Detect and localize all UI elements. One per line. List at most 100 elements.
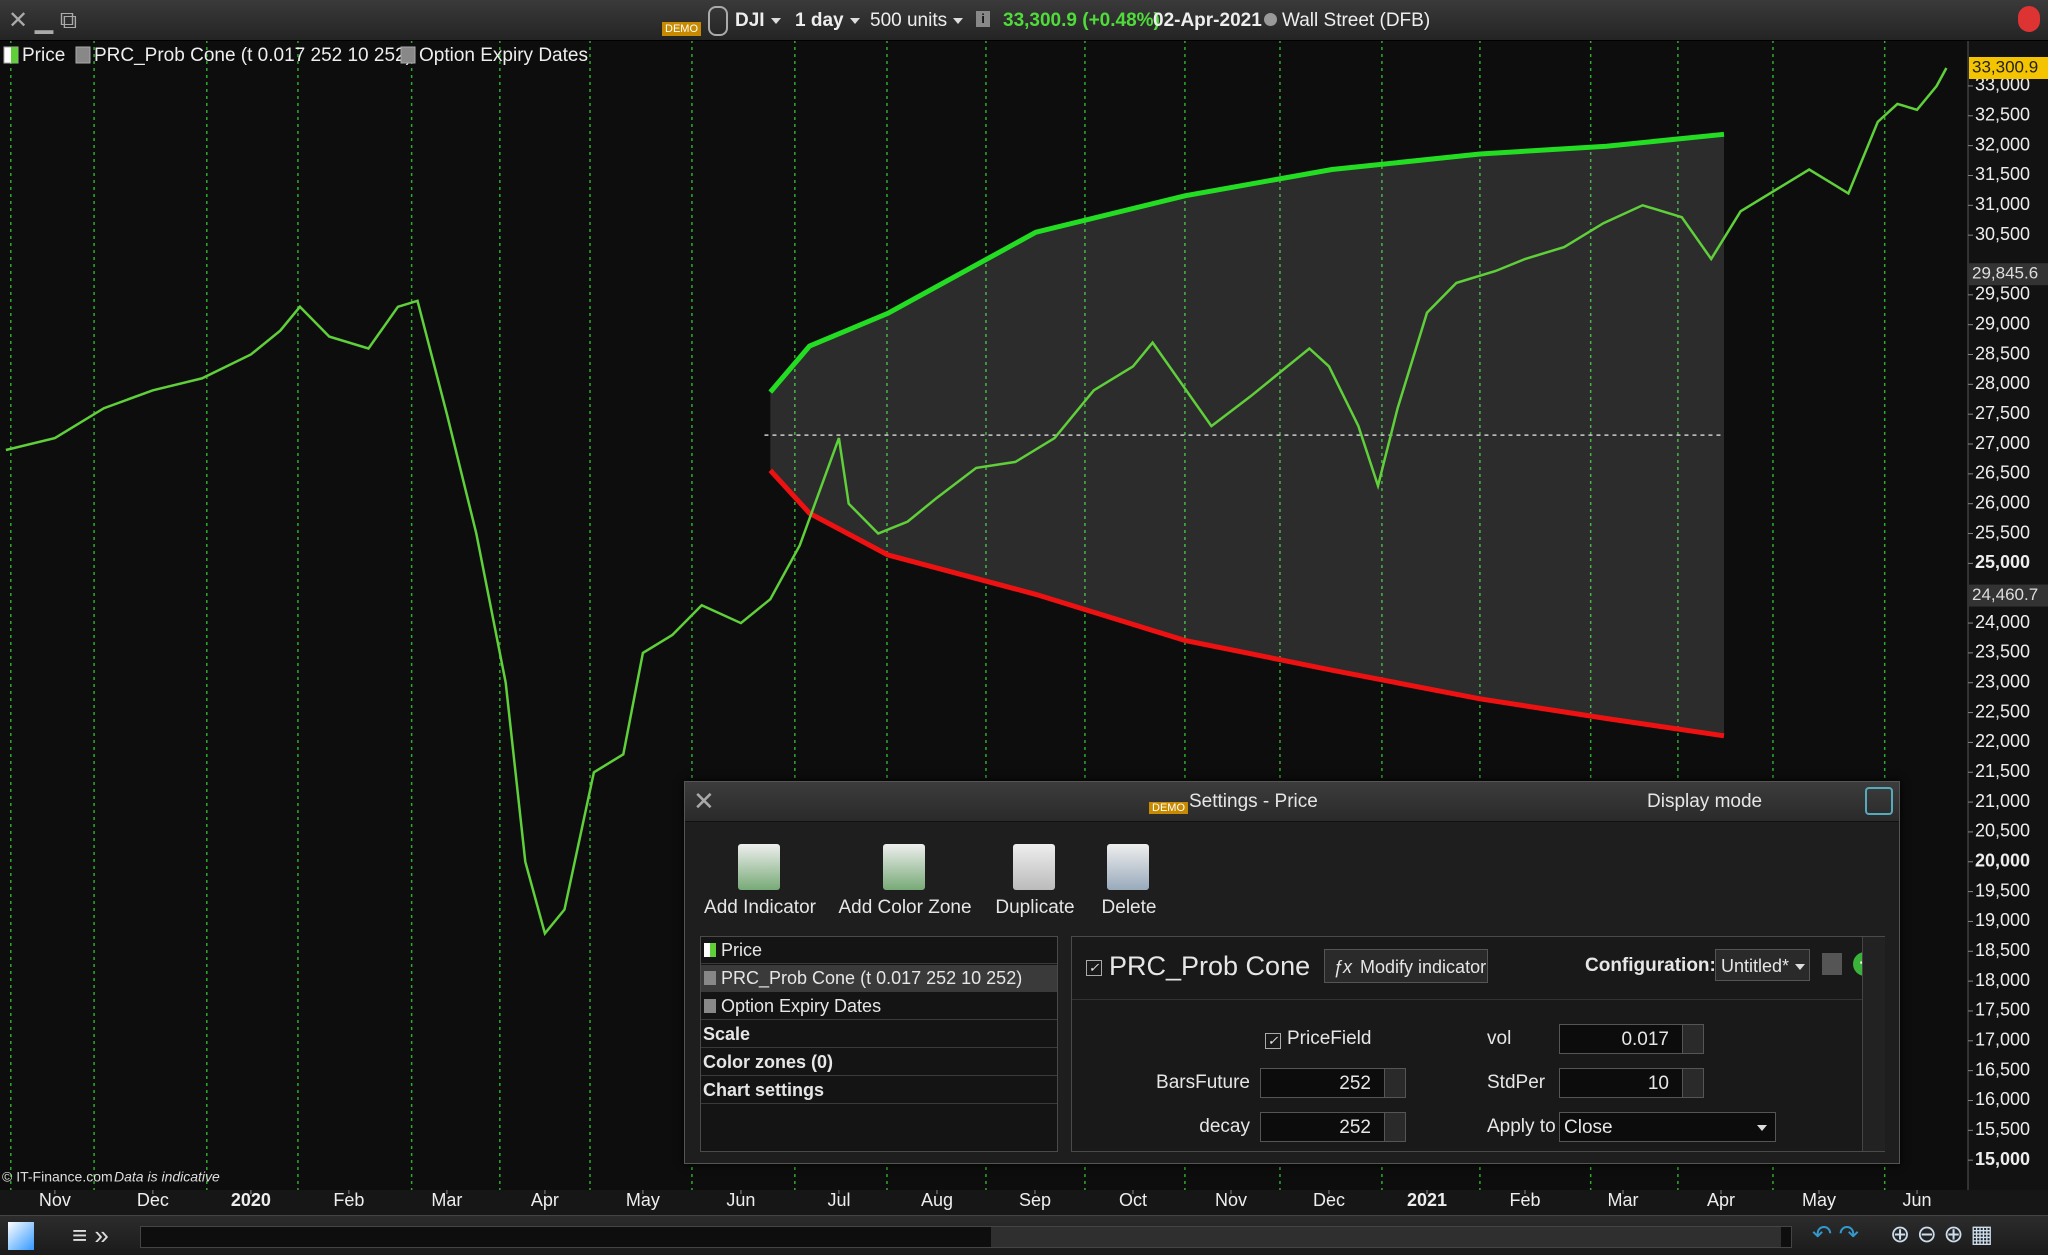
y-tick-label: 17,500 bbox=[1975, 1000, 2030, 1020]
price-axis-bg bbox=[1968, 40, 2048, 1215]
y-tick-label: 28,500 bbox=[1975, 343, 2030, 363]
button-label[interactable]: Delete bbox=[1101, 897, 1157, 918]
applyto-label: Apply to bbox=[1487, 1116, 1556, 1137]
x-tick-label: Feb bbox=[333, 1190, 364, 1210]
x-tick-label: May bbox=[626, 1190, 660, 1210]
barsfuture: 252 bbox=[1339, 1073, 1371, 1094]
period-text: 1 day bbox=[795, 10, 844, 31]
configuration-select[interactable]: Untitled* bbox=[1715, 949, 1810, 981]
y-tick-label: 28,000 bbox=[1975, 373, 2030, 393]
list-text: PRC_Prob Cone (t 0.017 252 10 252) bbox=[721, 968, 1023, 988]
x-tick-label: Jul bbox=[827, 1190, 850, 1210]
draw-tool[interactable] bbox=[8, 1222, 34, 1250]
x-tick-label: Dec bbox=[137, 1190, 169, 1210]
enabled-check[interactable]: ✓ bbox=[1086, 955, 1108, 977]
y-tick-label: 33,000 bbox=[1975, 75, 2030, 95]
legend-swatch bbox=[11, 47, 18, 63]
cone-upper bbox=[768, 131, 1725, 394]
demo-badge: DEMO bbox=[662, 22, 701, 36]
alert-icon[interactable] bbox=[2018, 6, 2040, 32]
dialog-close[interactable]: ✕ bbox=[693, 786, 715, 816]
link-icon[interactable] bbox=[708, 6, 728, 36]
undo-redo[interactable]: ↶ ↷ bbox=[1812, 1221, 1859, 1248]
y-tick-label: 31,000 bbox=[1975, 194, 2030, 214]
y-tick-label: 29,500 bbox=[1975, 284, 2030, 304]
price-tag bbox=[1969, 263, 2048, 286]
stdper-input[interactable]: 10 bbox=[1559, 1068, 1704, 1098]
button-icon[interactable] bbox=[883, 844, 925, 890]
decay-input[interactable]: 252 bbox=[1260, 1112, 1406, 1142]
button-icon[interactable] bbox=[1107, 844, 1149, 890]
list-text: Color zones (0) bbox=[703, 1052, 834, 1072]
barsfuture-input[interactable]: 252 bbox=[1260, 1068, 1406, 1098]
item-list: Price PRC_Prob Cone (t 0.017 252 10 252) O… bbox=[700, 936, 1058, 1152]
price-tag bbox=[1969, 584, 2048, 607]
change: (+0.48%) bbox=[1082, 10, 1160, 31]
button-label[interactable]: Add Color Zone bbox=[838, 897, 972, 918]
dialog-title: Settings - Price bbox=[1189, 791, 1318, 812]
bottom-bar: ≡ » ↶ ↷ ⊕ ⊖ ⊕ ▦ bbox=[0, 1215, 2048, 1255]
x-tick-label: Nov bbox=[1215, 1190, 1247, 1210]
legend-label[interactable]: PRC_Prob Cone (t 0.017 252 10 252) bbox=[94, 45, 412, 66]
indicator-name: PRC_Prob Cone bbox=[1109, 951, 1311, 981]
price-tag-label: 33,300.9 bbox=[1972, 57, 2038, 76]
list-row[interactable]: Scale bbox=[701, 1021, 1057, 1048]
list-row[interactable]: PRC_Prob Cone (t 0.017 252 10 252) bbox=[701, 965, 1057, 992]
period[interactable]: 1 day bbox=[795, 10, 860, 32]
pricefield-check[interactable]: ✓ PriceField bbox=[1265, 1028, 1371, 1050]
display-mode[interactable]: Display mode bbox=[1647, 791, 1763, 812]
list-row[interactable]: Chart settings bbox=[701, 1077, 1057, 1104]
units[interactable]: 500 units bbox=[870, 10, 964, 32]
modify-button[interactable]: ƒx Modify indicator bbox=[1324, 949, 1488, 983]
info-icon[interactable]: i bbox=[976, 11, 990, 27]
vol-input[interactable]: 0.017 bbox=[1559, 1024, 1704, 1054]
y-tick-label: 25,500 bbox=[1975, 522, 2030, 542]
y-tick-label: 23,000 bbox=[1975, 671, 2030, 691]
list-row[interactable]: Price bbox=[701, 937, 1057, 964]
button-label[interactable]: Duplicate bbox=[995, 897, 1075, 918]
settings-dialog: ✕ DEMO Settings - Price Display mode Add… bbox=[684, 781, 1900, 1164]
y-tick-label: 23,500 bbox=[1975, 642, 2030, 662]
price-tag bbox=[1969, 56, 2048, 79]
x-tick-label: May bbox=[1802, 1190, 1836, 1210]
date: 02-Apr-2021 bbox=[1153, 10, 1262, 31]
scrollbar[interactable] bbox=[140, 1226, 1792, 1248]
list-row[interactable]: Option Expiry Dates bbox=[701, 993, 1057, 1020]
scrollbar[interactable] bbox=[1862, 937, 1885, 1151]
x-tick-label: Jun bbox=[726, 1190, 755, 1210]
units-text: 500 units bbox=[870, 10, 948, 31]
note: Data is indicative bbox=[114, 1169, 220, 1185]
last: 33,300.9 bbox=[1003, 10, 1077, 31]
zoom-tools[interactable]: ⊕ ⊖ ⊕ ▦ bbox=[1890, 1221, 1994, 1248]
y-tick-label: 21,000 bbox=[1975, 791, 2030, 811]
close-icon[interactable]: ✕ ▁ ⧉ bbox=[8, 7, 78, 34]
list-text: Price bbox=[721, 940, 763, 960]
y-tick-label: 20,000 bbox=[1975, 851, 2030, 871]
applyto-select[interactable]: Close bbox=[1559, 1112, 1776, 1142]
list-row[interactable]: Color zones (0) bbox=[701, 1049, 1057, 1076]
y-tick-label: 16,000 bbox=[1975, 1089, 2030, 1109]
display-mode-icon[interactable] bbox=[1865, 787, 1893, 815]
y-tick-label: 16,500 bbox=[1975, 1059, 2030, 1079]
y-tick-label: 19,000 bbox=[1975, 910, 2030, 930]
scroll-thumb[interactable] bbox=[991, 1227, 1781, 1247]
x-tick-label: Nov bbox=[39, 1190, 71, 1210]
symbol-text: DJI bbox=[735, 10, 765, 31]
y-tick-label: 15,000 bbox=[1975, 1149, 2030, 1169]
barsfuture-label: BarsFuture bbox=[1156, 1072, 1250, 1093]
y-tick-label: 32,000 bbox=[1975, 134, 2030, 154]
decay: 252 bbox=[1339, 1117, 1371, 1138]
symbol[interactable]: DJI bbox=[735, 10, 781, 32]
y-tick-label: 21,500 bbox=[1975, 761, 2030, 781]
button-icon[interactable] bbox=[1013, 844, 1055, 890]
stdper: 10 bbox=[1647, 1073, 1669, 1094]
legend-label[interactable]: Price bbox=[22, 45, 65, 66]
save-icon[interactable] bbox=[1822, 953, 1842, 975]
toolbar: ✕ ▁ ⧉ DEMO DJI 1 day 500 units i 33,300.… bbox=[0, 0, 2048, 41]
button-icon[interactable] bbox=[738, 844, 780, 890]
indicator-panel: ✓ PRC_Prob Cone ƒx Modify indicator Confi… bbox=[1071, 936, 1885, 1152]
legend-label[interactable]: Option Expiry Dates bbox=[419, 45, 588, 66]
menu-icon[interactable]: ≡ » bbox=[72, 1220, 109, 1250]
button-label[interactable]: Add Indicator bbox=[704, 897, 816, 918]
legend-swatch bbox=[400, 46, 416, 64]
